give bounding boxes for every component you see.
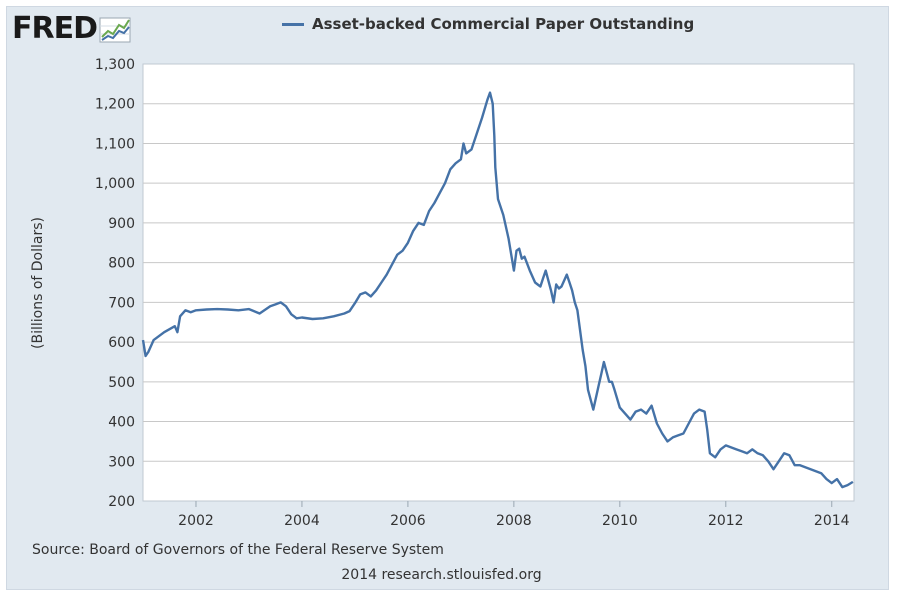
series-line: [141, 91, 854, 489]
y-tick-label: 800: [108, 256, 135, 272]
y-tick-label: 600: [108, 335, 135, 351]
x-tick-label: 2004: [284, 513, 320, 529]
y-tick-label: 900: [108, 216, 135, 232]
x-tick-label: 2012: [708, 513, 744, 529]
y-axis-title: (Billions of Dollars): [30, 217, 46, 349]
y-tick-label: 1,300: [95, 57, 135, 73]
legend-swatch: [282, 22, 304, 26]
x-tick-label: 2008: [496, 513, 532, 529]
x-tick-label: 2010: [602, 513, 638, 529]
plot-area: [142, 63, 855, 502]
chart-legend[interactable]: Asset-backed Commercial Paper Outstandin…: [282, 14, 694, 34]
y-tick-label: 300: [108, 454, 135, 470]
y-tick-label: 500: [108, 375, 135, 391]
fred-logo[interactable]: FRED: [12, 11, 131, 47]
legend-label: Asset-backed Commercial Paper Outstandin…: [312, 15, 695, 33]
y-tick-label: 1,100: [95, 136, 135, 152]
x-tick-label: 2006: [390, 513, 426, 529]
source-note: Source: Board of Governors of the Federa…: [32, 542, 444, 558]
line-graph-icon: [99, 17, 131, 43]
y-tick-label: 1,200: [95, 97, 135, 113]
y-tick-label: 1,000: [95, 176, 135, 192]
fred-logo-text: FRED: [12, 11, 98, 46]
y-tick-label: 200: [108, 494, 135, 510]
x-axis-labels: 2002 2004 2006 2008 2010 2012 2014: [178, 501, 850, 529]
x-tick-label: 2002: [178, 513, 214, 529]
credit-note: 2014 research.stlouisfed.org: [341, 567, 542, 583]
y-tick-label: 400: [108, 415, 135, 431]
y-axis-labels: 200 300 400 500 600 700 800 900 1,000 1,100 1,200 1…: [95, 57, 135, 510]
x-tick-label: 2014: [814, 513, 850, 529]
grid-lines: [143, 103, 854, 462]
y-tick-label: 700: [108, 295, 135, 311]
